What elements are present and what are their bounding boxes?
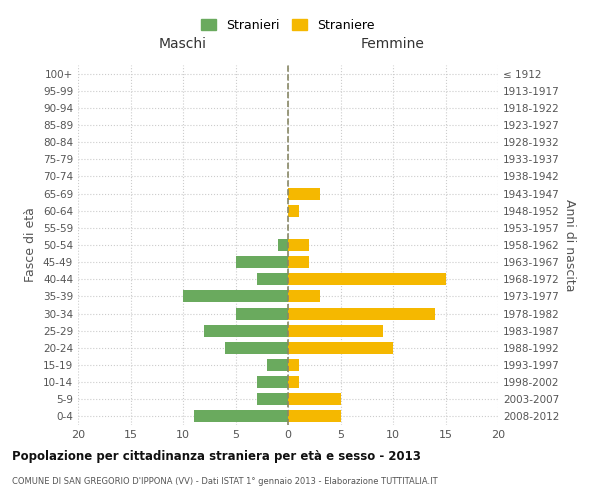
Text: Maschi: Maschi	[159, 36, 207, 51]
Bar	[288, 188, 320, 200]
Bar	[204, 324, 288, 336]
Bar	[288, 239, 309, 251]
Text: COMUNE DI SAN GREGORIO D'IPPONA (VV) - Dati ISTAT 1° gennaio 2013 - Elaborazione: COMUNE DI SAN GREGORIO D'IPPONA (VV) - D…	[12, 478, 437, 486]
Y-axis label: Anni di nascita: Anni di nascita	[563, 198, 576, 291]
Bar	[257, 376, 288, 388]
Bar	[257, 274, 288, 285]
Bar	[288, 274, 445, 285]
Legend: Stranieri, Straniere: Stranieri, Straniere	[196, 14, 380, 36]
Bar	[288, 204, 299, 216]
Bar	[288, 410, 341, 422]
Bar	[288, 256, 309, 268]
Bar	[288, 376, 299, 388]
Bar	[193, 410, 288, 422]
Bar	[288, 359, 299, 371]
Bar	[288, 308, 435, 320]
Bar	[235, 256, 288, 268]
Bar	[288, 342, 393, 354]
Bar	[225, 342, 288, 354]
Text: Popolazione per cittadinanza straniera per età e sesso - 2013: Popolazione per cittadinanza straniera p…	[12, 450, 421, 463]
Bar	[277, 239, 288, 251]
Bar	[288, 394, 341, 406]
Bar	[257, 394, 288, 406]
Bar	[267, 359, 288, 371]
Bar	[288, 290, 320, 302]
Bar	[235, 308, 288, 320]
Y-axis label: Fasce di età: Fasce di età	[25, 208, 37, 282]
Text: Femmine: Femmine	[361, 36, 425, 51]
Bar	[288, 324, 383, 336]
Bar	[183, 290, 288, 302]
